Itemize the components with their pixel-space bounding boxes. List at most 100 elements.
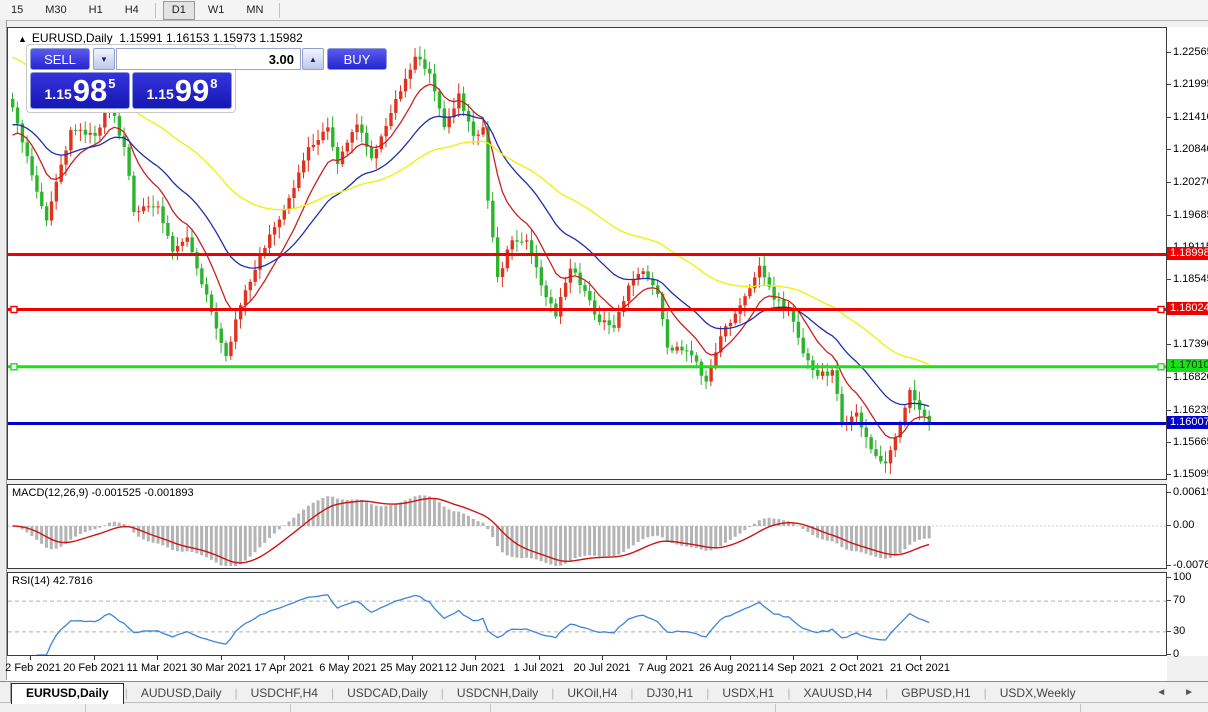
chart-tab-usdx-weekly[interactable]: USDX,Weekly — [988, 684, 1088, 703]
date-label: 20 Feb 2021 — [63, 662, 125, 674]
date-tick — [157, 656, 158, 660]
macd-axis-tick: 0.00 — [1167, 519, 1208, 531]
window-left-border — [0, 20, 7, 680]
chart-ohlc: 1.15991 1.16153 1.15973 1.15982 — [119, 31, 303, 45]
macd-axis-tick: 0.006193 — [1167, 486, 1208, 498]
chart-tab-eurusd-daily[interactable]: EURUSD,Daily — [11, 683, 124, 704]
price-tick: 1.16235 — [1167, 404, 1208, 416]
date-label: 2 Feb 2021 — [5, 662, 61, 674]
macd-panel[interactable]: MACD(12,26,9) -0.001525 -0.001893 — [7, 484, 1167, 569]
chart-tab-bar: EURUSD,Daily|AUDUSD,Daily|USDCHF,H4|USDC… — [0, 681, 1208, 703]
volume-increase-button[interactable]: ▲ — [302, 48, 324, 70]
date-tick — [602, 656, 603, 660]
chart-tab-usdcad-daily[interactable]: USDCAD,Daily — [335, 684, 440, 703]
date-label: 30 Mar 2021 — [190, 662, 252, 674]
date-tick — [221, 656, 222, 660]
tab-bar-edge — [0, 682, 11, 703]
date-label: 26 Aug 2021 — [699, 662, 761, 674]
rsi-chart — [8, 573, 1166, 655]
level-price-label: 1.17010 — [1167, 359, 1208, 372]
date-label: 12 Jun 2021 — [445, 662, 506, 674]
tab-scroll-left-icon[interactable]: ◄ — [1156, 687, 1166, 698]
date-tick — [666, 656, 667, 660]
buy-price-point: 8 — [210, 76, 217, 91]
price-tick: 1.17390 — [1167, 338, 1208, 350]
collapse-triangle-icon[interactable]: ▲ — [18, 34, 27, 44]
macd-axis: 0.006193 0.00 -0.00762 — [1167, 484, 1208, 569]
date-tick — [793, 656, 794, 660]
price-tick: 1.22565 — [1167, 46, 1208, 58]
chart-title: ▲ EURUSD,Daily 1.15991 1.16153 1.15973 1.… — [18, 31, 303, 45]
tab-scroll-right-icon[interactable]: ► — [1184, 687, 1194, 698]
rsi-axis-tick: 0 — [1167, 648, 1208, 660]
date-tick — [284, 656, 285, 660]
chart-tab-ukoil-h4[interactable]: UKOil,H4 — [555, 684, 629, 703]
rsi-axis-tick: 70 — [1167, 594, 1208, 606]
date-label: 2 Oct 2021 — [830, 662, 884, 674]
rsi-label: RSI(14) 42.7816 — [12, 575, 93, 587]
chart-tab-audusd-daily[interactable]: AUDUSD,Daily — [129, 684, 234, 703]
one-click-trading-widget: SELL ▼ ▲ BUY 1.15 98 5 1.15 99 8 — [26, 44, 236, 113]
date-label: 21 Oct 2021 — [890, 662, 950, 674]
timeframe-button-mn[interactable]: MN — [237, 1, 272, 20]
timeframe-button-d1[interactable]: D1 — [163, 1, 195, 20]
sell-price-button[interactable]: 1.15 98 5 — [30, 72, 130, 109]
level-price-label: 1.18024 — [1167, 302, 1208, 315]
price-tick: 1.20840 — [1167, 143, 1208, 155]
date-tick — [412, 656, 413, 660]
toolbar-separator — [279, 3, 280, 18]
date-label: 6 May 2021 — [319, 662, 376, 674]
date-label: 17 Apr 2021 — [254, 662, 313, 674]
date-label: 11 Mar 2021 — [127, 662, 188, 674]
price-tick: 1.21410 — [1167, 111, 1208, 123]
date-tick — [857, 656, 858, 660]
date-axis: 2 Feb 202120 Feb 202111 Mar 202130 Mar 2… — [7, 656, 1167, 681]
chart-tab-gbpusd-h1[interactable]: GBPUSD,H1 — [889, 684, 982, 703]
timeframe-button-m30[interactable]: M30 — [36, 1, 75, 20]
chart-symbol: EURUSD,Daily — [32, 31, 113, 45]
sell-price-figure: 1.15 — [45, 86, 72, 102]
volume-input[interactable] — [116, 48, 301, 70]
chart-tab-usdcnh-daily[interactable]: USDCNH,Daily — [445, 684, 550, 703]
sell-button[interactable]: SELL — [30, 48, 90, 70]
price-tick: 1.20270 — [1167, 176, 1208, 188]
chart-tab-dj30-h1[interactable]: DJ30,H1 — [635, 684, 706, 703]
timeframe-button-w1[interactable]: W1 — [199, 1, 234, 20]
chart-tab-usdx-h1[interactable]: USDX,H1 — [710, 684, 786, 703]
buy-price-button[interactable]: 1.15 99 8 — [132, 72, 232, 109]
timeframe-toolbar: 15M30 H1H4 D1W1MN — [0, 0, 1208, 21]
timeframe-button-h1[interactable]: H1 — [80, 1, 112, 20]
date-tick — [30, 656, 31, 660]
level-price-label: 1.16007 — [1167, 416, 1208, 429]
price-tick: 1.21995 — [1167, 78, 1208, 90]
volume-decrease-button[interactable]: ▼ — [93, 48, 115, 70]
price-tick: 1.16820 — [1167, 371, 1208, 383]
rsi-value: 42.7816 — [53, 575, 93, 587]
timeframe-button-15[interactable]: 15 — [2, 1, 32, 20]
rsi-axis: 10070300 — [1167, 572, 1208, 656]
trading-platform-window: 15M30 H1H4 D1W1MN ▲ EURUSD,Daily 1.15991 1.… — [0, 0, 1208, 711]
price-chart-panel[interactable]: ▲ EURUSD,Daily 1.15991 1.16153 1.15973 1.… — [7, 27, 1167, 480]
date-tick — [348, 656, 349, 660]
date-tick — [730, 656, 731, 660]
toolbar-separator — [155, 3, 156, 18]
price-tick: 1.19685 — [1167, 209, 1208, 221]
chart-tab-xauusd-h4[interactable]: XAUUSD,H4 — [791, 684, 884, 703]
date-label: 25 May 2021 — [380, 662, 444, 674]
macd-values: -0.001525 -0.001893 — [91, 487, 193, 499]
macd-axis-tick: -0.00762 — [1167, 559, 1208, 571]
date-label: 7 Aug 2021 — [638, 662, 694, 674]
chart-tab-usdchf-h4[interactable]: USDCHF,H4 — [239, 684, 330, 703]
price-axis: 1.22565 1.21995 1.21410 1.20840 1.20270 1.196… — [1167, 27, 1208, 480]
date-tick — [920, 656, 921, 660]
price-tick: 1.18545 — [1167, 273, 1208, 285]
timeframe-button-h4[interactable]: H4 — [116, 1, 148, 20]
level-price-label: 1.18998 — [1167, 247, 1208, 260]
price-tick: 1.15095 — [1167, 468, 1208, 480]
rsi-axis-tick: 100 — [1167, 571, 1208, 583]
rsi-panel[interactable]: RSI(14) 42.7816 — [7, 572, 1167, 656]
buy-button[interactable]: BUY — [327, 48, 387, 70]
rsi-axis-tick: 30 — [1167, 625, 1208, 637]
sell-price-point: 5 — [108, 76, 115, 91]
date-tick — [539, 656, 540, 660]
